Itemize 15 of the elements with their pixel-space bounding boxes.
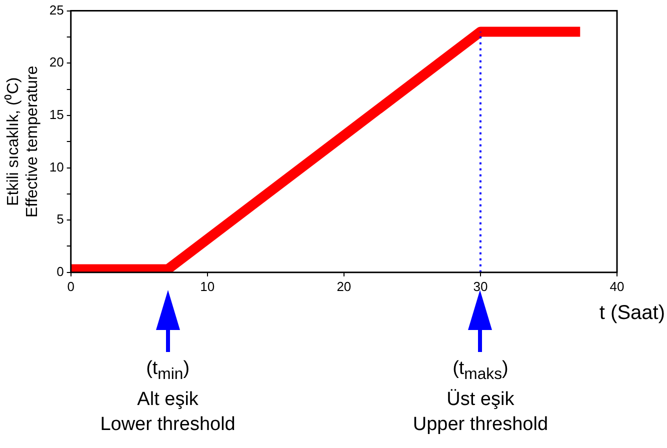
x-tick-label: 0 [67, 278, 74, 294]
x-tick-label: 40 [610, 278, 624, 294]
y-tick-label: 15 [49, 107, 64, 122]
x-axis-title: t (Saat) [599, 302, 665, 326]
text: (t$_{min}$) Alt eşik Lower threshold [99, 357, 236, 438]
y-tick-label: 10 [49, 159, 64, 174]
x-tick-label: 20 [336, 278, 352, 294]
y-tick-label: 25 [49, 2, 64, 18]
y-tick-label: 5 [56, 212, 64, 227]
x-tick-label: 30 [473, 278, 488, 294]
y-axis-title: Etkili sıcaklık, (⁰C) Effective temperature [4, 66, 42, 218]
y-tick-label: 20 [49, 54, 64, 70]
text: (t$_{maks}$) Üst eşik Upper threshold [412, 357, 550, 438]
x-tick-label: 10 [200, 278, 215, 294]
y-tick-label: 0 [56, 264, 64, 279]
